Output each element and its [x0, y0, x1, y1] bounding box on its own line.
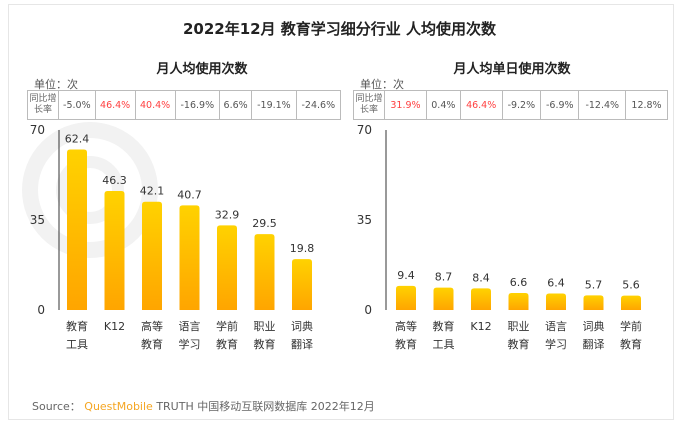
growth-cell: 46.4%: [94, 90, 136, 120]
bar-value-label: 40.7: [177, 188, 202, 201]
x-category-label: 教育: [508, 337, 530, 351]
bar-value-label: 32.9: [215, 208, 240, 221]
x-category-label: 学习: [179, 337, 201, 351]
source-text: TRUTH 中国移动互联网数据库 2022年12月: [156, 400, 375, 413]
growth-cell: 31.9%: [384, 90, 427, 120]
growth-header-cell: 同比增长率: [353, 90, 385, 120]
source-note: Source： QuestMobile TRUTH 中国移动互联网数据库 202…: [32, 398, 375, 414]
x-category-label: 学前: [620, 319, 642, 333]
bar-value-label: 42.1: [140, 185, 165, 198]
x-category-label: K12: [470, 320, 491, 333]
bar-value-label: 5.7: [585, 278, 603, 291]
source-brand: QuestMobile: [84, 400, 153, 413]
x-category-label: 翻译: [583, 337, 605, 351]
x-category-label: 工具: [66, 338, 88, 351]
x-category-label: 语言: [545, 320, 567, 333]
y-tick-label: 70: [30, 123, 45, 137]
y-tick-label: 0: [37, 303, 45, 317]
x-category-label: 词典: [291, 319, 313, 333]
chart-frame: [8, 4, 674, 420]
chart-2-growth-table: 同比增长率 31.9% 0.4% 46.4% -9.2% -6.9% -12.4% 12.8%: [353, 90, 668, 120]
y-tick-label: 35: [357, 213, 372, 227]
x-category-label: 学习: [545, 337, 567, 351]
x-category-label: 高等: [141, 319, 163, 333]
growth-cell: -24.6%: [295, 90, 342, 120]
watermark-logo-icon: [22, 122, 158, 258]
x-category-label: 教育: [141, 337, 163, 351]
bar: [508, 293, 529, 310]
x-category-label: 教育: [66, 319, 88, 333]
bar: [67, 149, 87, 310]
bar: [433, 287, 454, 310]
bar: [396, 285, 416, 310]
source-label: Source：: [32, 400, 81, 413]
growth-header: 同比增长率: [355, 94, 383, 115]
growth-header: 同比增长率: [29, 94, 57, 115]
bar-value-label: 62.4: [65, 133, 90, 146]
growth-cell: 40.4%: [134, 90, 176, 120]
bar-value-label: 29.5: [252, 217, 277, 230]
x-category-label: 教育: [216, 337, 238, 351]
x-category-label: 职业: [508, 320, 530, 333]
bar: [104, 190, 125, 310]
bar: [621, 295, 641, 310]
chart-1-growth-table: 同比增长率 -5.0% 46.4% 40.4% -16.9% 6.6% -19.1% -24.…: [27, 90, 342, 120]
y-tick-label: 35: [30, 213, 45, 227]
page-title: 2022年12月 教育学习细分行业 人均使用次数: [182, 20, 497, 38]
bar-value-label: 6.4: [547, 277, 565, 290]
bar-value-label: 8.7: [435, 271, 453, 284]
x-category-label: 教育: [433, 319, 455, 333]
x-category-label: 教育: [254, 337, 276, 351]
watermark: [15, 115, 165, 269]
bar-value-label: 19.8: [290, 242, 315, 255]
bar: [292, 259, 312, 310]
growth-header-cell: 同比增长率: [27, 90, 59, 120]
bar: [583, 295, 604, 310]
growth-cell: -19.1%: [251, 90, 297, 120]
chart-1-title: 月人均使用次数: [156, 62, 248, 77]
growth-cell: -9.2%: [501, 90, 542, 120]
growth-cell: -16.9%: [174, 90, 220, 120]
x-category-label: 语言: [179, 320, 201, 333]
bar: [254, 234, 275, 310]
x-category-label: 词典: [583, 319, 605, 333]
x-category-label: 教育: [395, 337, 417, 351]
bar-value-label: 8.4: [472, 271, 490, 284]
chart-1-unit: 单位：次: [34, 78, 78, 91]
x-category-label: 教育: [620, 337, 642, 351]
bar: [217, 225, 237, 310]
growth-cell: -6.9%: [540, 90, 580, 120]
x-category-label: 职业: [254, 320, 276, 333]
x-category-label: 高等: [395, 319, 417, 333]
chart-2-title: 月人均单日使用次数: [453, 62, 571, 77]
chart-2-unit: 单位：次: [360, 78, 404, 91]
y-tick-label: 70: [357, 123, 372, 137]
bar: [471, 288, 491, 310]
y-tick-label: 0: [364, 303, 372, 317]
growth-cell: -12.4%: [578, 90, 627, 120]
bar-value-label: 9.4: [397, 269, 415, 282]
bar-value-label: 5.6: [622, 279, 640, 292]
x-category-label: 工具: [433, 338, 455, 351]
bar-value-label: 46.3: [102, 174, 127, 187]
growth-cell: 6.6%: [218, 90, 253, 120]
bar-value-label: 6.6: [510, 276, 528, 289]
bar: [179, 205, 200, 310]
growth-cell: -5.0%: [58, 90, 96, 120]
x-category-label: K12: [104, 320, 125, 333]
x-category-label: 翻译: [291, 337, 313, 351]
bar: [142, 201, 162, 310]
x-category-label: 学前: [216, 319, 238, 333]
bar: [546, 293, 566, 310]
growth-cell: 12.8%: [625, 90, 668, 120]
